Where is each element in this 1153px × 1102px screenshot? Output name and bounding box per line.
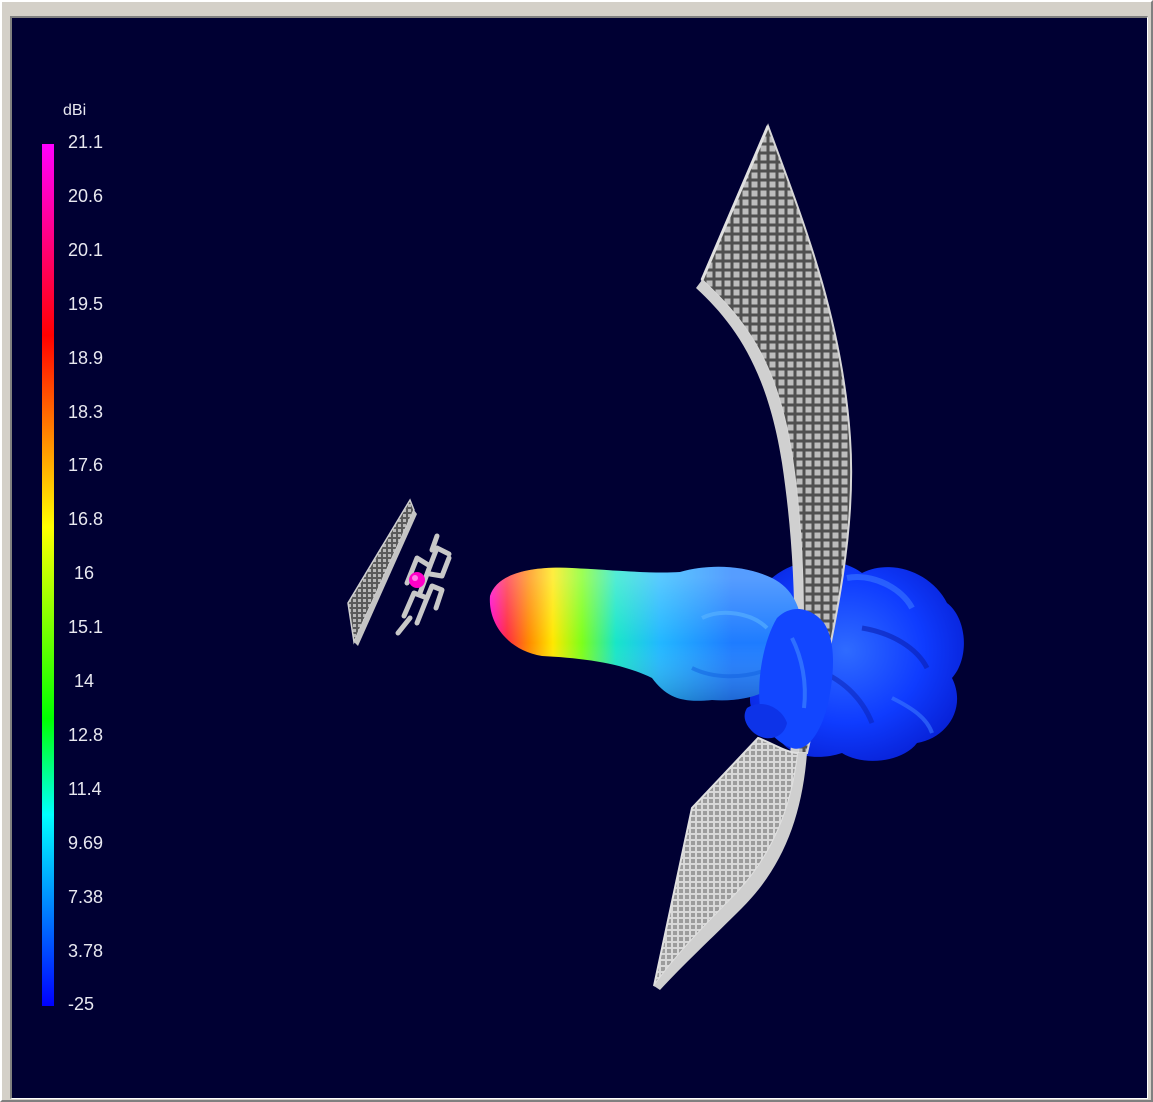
feed-source-highlight [412, 575, 418, 581]
legend-tick-label: 18.9 [68, 347, 104, 368]
sub-reflector [347, 498, 417, 646]
front-lobes [744, 608, 833, 749]
feed-element [395, 533, 452, 636]
legend-tick-label: 21.1 [68, 132, 104, 152]
3d-viewport[interactable]: dBi 21.1 20.6 20.1 19.5 18.9 18.3 17.6 16.8 16 15… [10, 16, 1148, 1099]
legend-tick-label: 18.3 [68, 401, 104, 422]
legend-tick-label: 12.8 [68, 724, 104, 745]
legend-tick-label: 19.5 [68, 293, 104, 314]
legend-tick-label: 17.6 [68, 455, 104, 476]
legend-tick-label: 9.69 [68, 832, 104, 853]
legend-tick-label: 7.38 [68, 886, 104, 907]
legend-tick-label: 14 [74, 671, 95, 691]
main-beam [489, 566, 802, 701]
legend-tick-label: 20.1 [68, 239, 104, 260]
reflector-lower [653, 736, 807, 990]
legend-tick-label: 15.1 [68, 617, 104, 638]
legend-colorbar [42, 144, 54, 1006]
legend-tick-label: 20.6 [68, 185, 104, 206]
legend-tick-label: 3.78 [68, 940, 104, 961]
legend-tick-label: 16 [74, 563, 95, 584]
radiation-pattern-scene [347, 123, 964, 990]
legend-tick-label: 16.8 [68, 509, 104, 530]
legend-tick-label: -25 [68, 994, 95, 1015]
legend-unit-label: dBi [63, 102, 87, 119]
legend-tick-label: 11.4 [68, 778, 102, 799]
